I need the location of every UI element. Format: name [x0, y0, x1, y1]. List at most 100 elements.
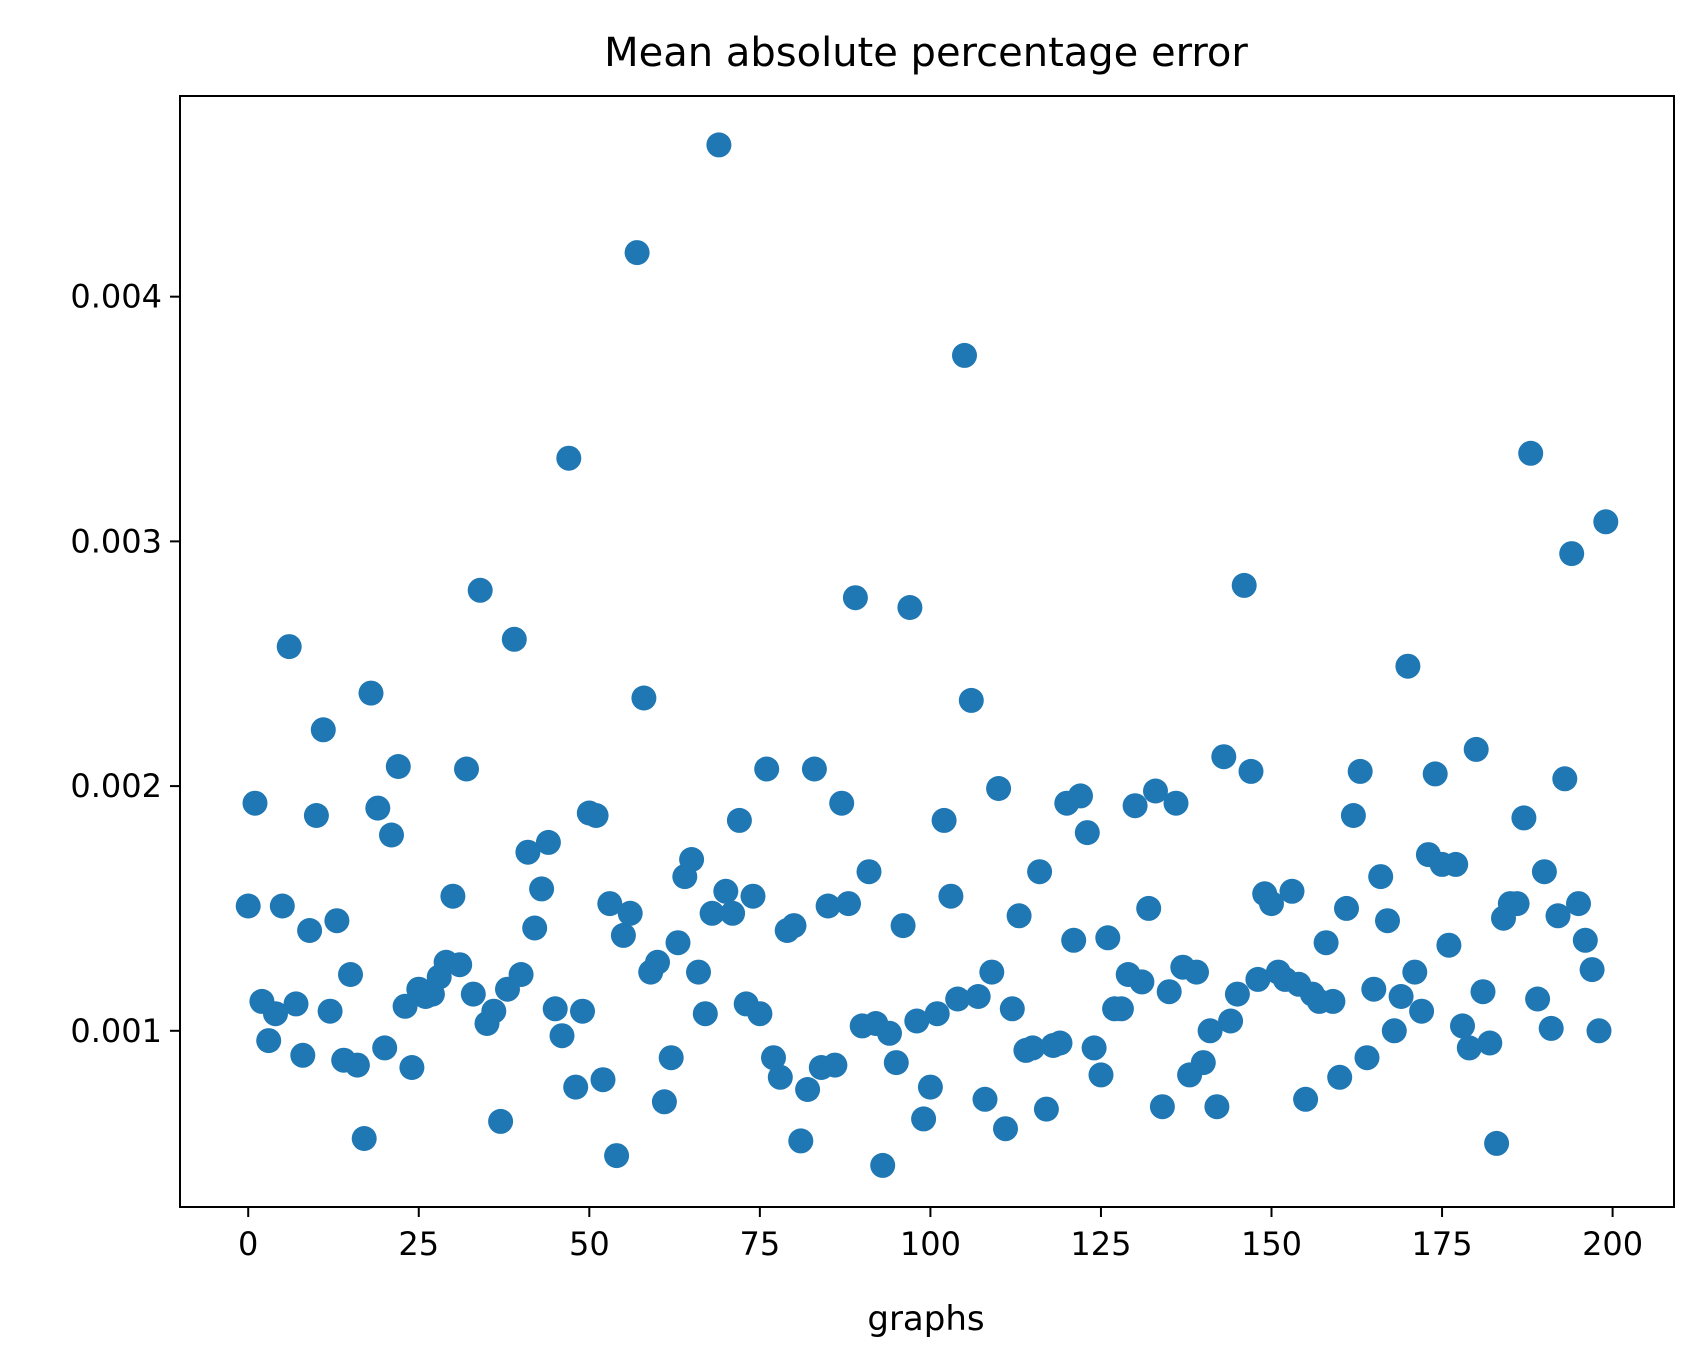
- data-point: [999, 996, 1025, 1022]
- data-point: [726, 807, 752, 833]
- data-point: [1443, 851, 1469, 877]
- y-tick-label: 0.003: [70, 522, 162, 560]
- data-point: [1593, 509, 1619, 535]
- data-point: [1395, 653, 1421, 679]
- data-point: [1538, 1015, 1564, 1041]
- data-point: [917, 1074, 943, 1100]
- data-point: [515, 839, 541, 865]
- data-point: [1095, 925, 1121, 951]
- data-point: [297, 918, 323, 943]
- data-point: [877, 1020, 902, 1046]
- x-tick-label: 200: [1582, 1225, 1643, 1263]
- data-point: [1224, 981, 1250, 1007]
- y-tick-label: 0.004: [70, 278, 162, 316]
- data-point: [1081, 1035, 1107, 1061]
- data-point: [911, 1106, 937, 1132]
- data-point: [242, 790, 268, 816]
- data-point: [467, 577, 493, 603]
- data-point: [1463, 736, 1489, 762]
- y-axis-ticks: 0.001 0.002 0.003 0.004: [70, 278, 180, 1050]
- data-point: [269, 893, 295, 919]
- data-point: [1388, 984, 1414, 1009]
- data-point: [870, 1152, 896, 1178]
- data-point: [276, 634, 302, 660]
- data-point: [501, 626, 527, 652]
- data-point: [604, 1143, 630, 1169]
- data-point: [890, 913, 916, 939]
- data-point: [1238, 758, 1264, 784]
- data-point: [945, 986, 971, 1012]
- data-point: [570, 998, 595, 1024]
- data-point: [399, 1055, 425, 1080]
- data-point: [1156, 979, 1182, 1005]
- data-point: [1409, 998, 1435, 1024]
- data-point: [454, 756, 479, 782]
- data-point: [1327, 1064, 1353, 1090]
- data-point: [761, 1045, 786, 1071]
- data-point: [1347, 758, 1373, 784]
- data-point: [924, 1001, 950, 1027]
- y-tick-label: 0.002: [70, 767, 162, 805]
- data-point: [1211, 744, 1237, 770]
- data-point: [508, 962, 534, 987]
- plot-frame: [179, 95, 1675, 1208]
- data-point: [1149, 1094, 1175, 1120]
- data-point: [447, 952, 473, 978]
- data-point: [1068, 783, 1093, 809]
- data-point: [1061, 927, 1087, 953]
- data-point: [713, 878, 739, 904]
- x-tick-label: 175: [1412, 1225, 1473, 1263]
- data-point: [379, 822, 404, 848]
- data-point: [1545, 903, 1571, 929]
- data-point: [310, 717, 336, 743]
- data-point: [692, 1001, 718, 1027]
- data-point: [522, 915, 548, 941]
- data-point: [256, 1028, 282, 1054]
- data-point: [1204, 1094, 1230, 1120]
- data-point: [1108, 996, 1134, 1022]
- data-point: [1579, 957, 1605, 983]
- data-point: [1511, 805, 1537, 831]
- data-point: [1218, 1008, 1244, 1034]
- data-point: [979, 959, 1005, 985]
- data-point: [706, 132, 732, 158]
- data-point: [856, 859, 882, 885]
- data-point: [679, 847, 705, 872]
- x-tick-label: 25: [398, 1225, 439, 1263]
- data-point: [1566, 891, 1591, 917]
- x-tick-label: 100: [900, 1225, 961, 1263]
- data-point: [303, 803, 329, 828]
- data-point: [1484, 1130, 1510, 1156]
- data-point: [904, 1008, 930, 1034]
- data-point: [1375, 908, 1400, 934]
- data-point: [1122, 793, 1148, 819]
- data-point: [542, 996, 568, 1022]
- data-point: [788, 1128, 814, 1154]
- data-point: [658, 1045, 684, 1071]
- data-point: [529, 876, 555, 902]
- x-tick-label: 0: [238, 1225, 258, 1263]
- data-point: [720, 900, 746, 926]
- data-point: [1525, 986, 1551, 1012]
- data-point: [965, 984, 991, 1009]
- data-point: [829, 790, 855, 816]
- data-point: [365, 795, 391, 821]
- data-point: [440, 883, 466, 909]
- data-point: [1450, 1013, 1475, 1039]
- data-point: [1136, 895, 1162, 921]
- data-point: [1143, 778, 1168, 804]
- data-point: [1334, 895, 1359, 921]
- data-point: [1368, 864, 1394, 890]
- data-point: [1033, 1096, 1059, 1122]
- data-point: [986, 776, 1012, 801]
- data-point: [460, 981, 486, 1007]
- data-point: [931, 807, 957, 833]
- data-point: [972, 1086, 998, 1112]
- data-point: [549, 1023, 575, 1049]
- data-point: [1293, 1086, 1319, 1112]
- data-point: [535, 829, 561, 855]
- data-point: [385, 754, 411, 779]
- data-point: [631, 685, 657, 711]
- data-point: [1197, 1018, 1223, 1044]
- data-point: [1047, 1030, 1073, 1056]
